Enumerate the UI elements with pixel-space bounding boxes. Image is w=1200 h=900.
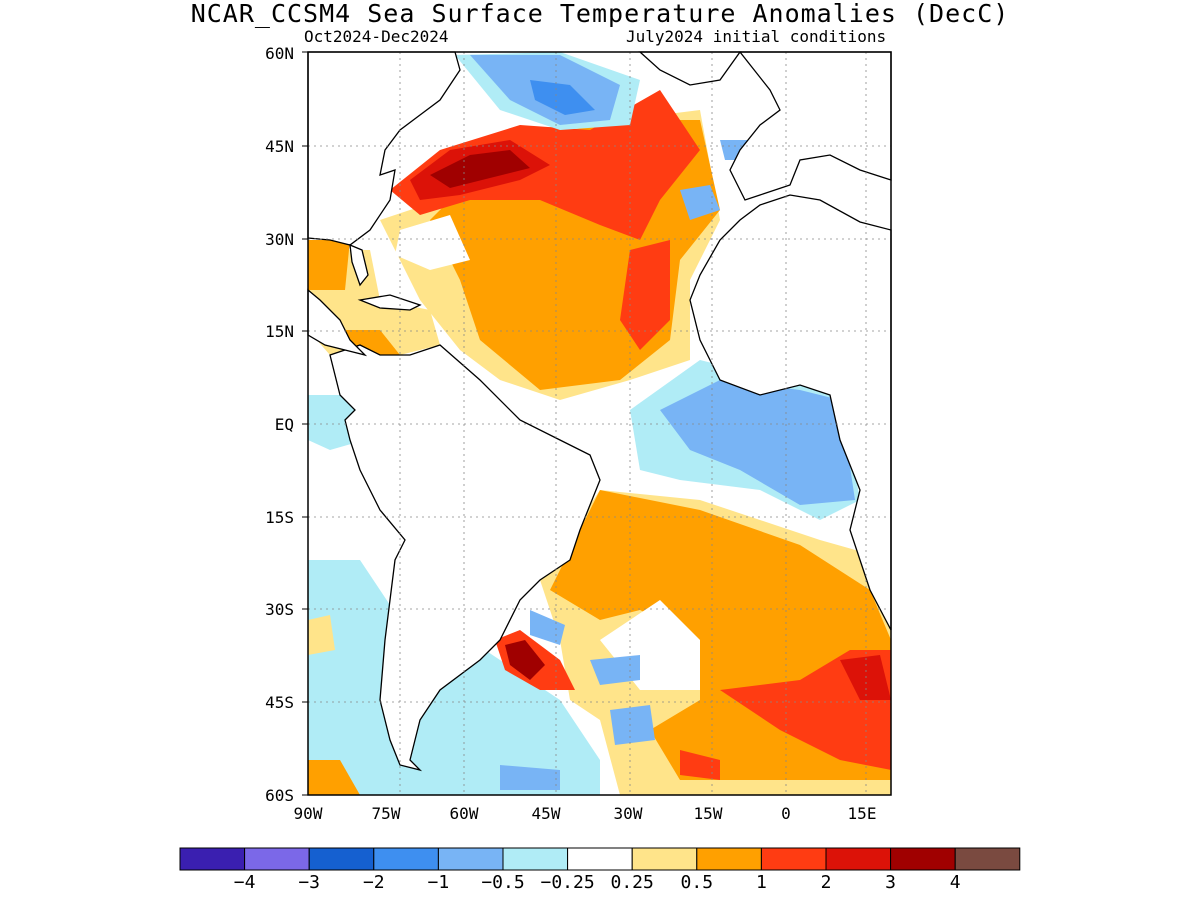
anomaly-region (840, 655, 891, 700)
colorbar-swatch (696, 847, 762, 871)
forecast-season: Oct2024-Dec2024 (304, 27, 449, 46)
colorbar-label: 4 (949, 872, 961, 893)
anomaly-region (308, 615, 335, 655)
colorbar-swatch (954, 847, 1021, 871)
land-africa (689, 194, 892, 631)
land-europe (729, 51, 892, 201)
anomaly-region (610, 705, 655, 745)
colorbar-swatch (760, 847, 827, 871)
colorbar-label: −0.25 (540, 872, 595, 893)
colorbar-swatch (502, 847, 569, 871)
anomaly-region (720, 650, 891, 770)
colorbar-swatch (308, 847, 375, 871)
colorbar-label: −0.5 (481, 872, 525, 893)
anomaly-region (308, 240, 350, 290)
colorbar-swatch (373, 847, 439, 871)
colorbar-label: 1 (755, 872, 767, 893)
coastlines (307, 51, 892, 772)
anomaly-region (430, 150, 530, 188)
anomaly-region (530, 80, 595, 115)
lon-label-30w: 30W (613, 804, 643, 823)
colorbar-swatch (244, 847, 310, 871)
land-south-america (329, 344, 601, 772)
anomaly-region (308, 760, 360, 795)
lat-label-45s: 45S (265, 693, 294, 712)
colorbar (179, 847, 1021, 871)
anomaly-region (530, 610, 565, 645)
anomaly-region (395, 215, 470, 270)
colorbar-swatch (890, 847, 956, 871)
land-central-america (307, 288, 368, 357)
colorbar-label: 3 (885, 872, 897, 893)
lat-label-15s: 15S (265, 508, 294, 527)
initial-conditions: July2024 initial conditions (626, 27, 887, 46)
colorbar-label: −2 (362, 872, 385, 893)
lat-label-30s: 30S (265, 600, 294, 619)
lat-label-60s: 60S (265, 786, 294, 805)
lon-label-45w: 45W (531, 804, 561, 823)
colorbar-label: 2 (820, 872, 832, 893)
axis-ticks (302, 51, 308, 796)
map-title: NCAR_CCSM4 Sea Surface Temperature Anoma… (190, 0, 1010, 28)
anomaly-region (660, 380, 855, 505)
colorbar-swatch (825, 847, 892, 871)
colorbar-swatch (179, 847, 246, 871)
anomaly-region (500, 765, 560, 790)
colorbar-swatch (567, 847, 633, 871)
colorbar-swatch (437, 847, 504, 871)
colorbar-swatch (631, 847, 698, 871)
colorbar-label: −4 (233, 872, 256, 893)
lon-label-75w: 75W (371, 804, 401, 823)
anomaly-region (505, 640, 545, 680)
anomaly-region (590, 655, 640, 685)
lon-label-15w: 15W (693, 804, 723, 823)
colorbar-label: 0.5 (680, 872, 714, 893)
anomaly-region (680, 750, 720, 780)
anomaly-fields (308, 52, 891, 795)
anomaly-region (680, 185, 720, 220)
lat-label-45n: 45N (265, 137, 294, 156)
colorbar-label: −1 (427, 872, 450, 893)
lon-label-90w: 90W (293, 804, 323, 823)
colorbar-label: −3 (298, 872, 321, 893)
lon-label-60w: 60W (449, 804, 479, 823)
lon-label-15e: 15E (847, 804, 877, 823)
lon-label-0: 0 (781, 804, 791, 823)
lat-label-15n: 15N (265, 322, 294, 341)
lat-label-30n: 30N (265, 230, 294, 249)
anomaly-region (620, 240, 670, 350)
land-cuba (357, 294, 422, 311)
lat-label-eq: EQ (274, 415, 294, 434)
land-florida (349, 243, 369, 287)
lat-label-60n: 60N (265, 44, 294, 63)
colorbar-label: 0.25 (610, 872, 654, 893)
graticule (308, 52, 891, 795)
land-north-america (307, 51, 461, 246)
